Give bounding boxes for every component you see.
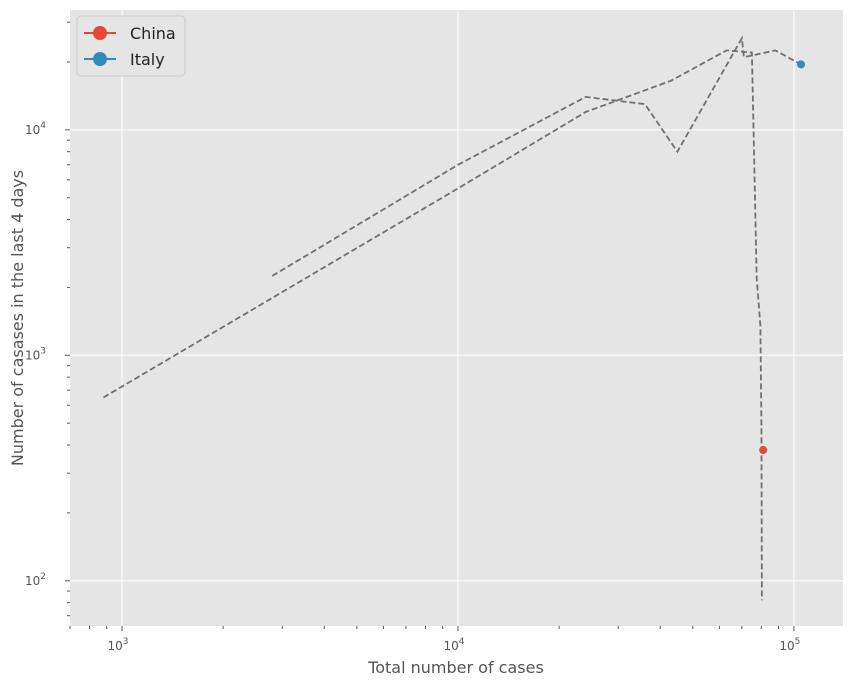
legend-china-label: China — [130, 24, 176, 43]
markers — [759, 60, 806, 455]
legend-china-marker — [93, 26, 107, 40]
china-marker — [759, 446, 768, 455]
legend-italy-label: Italy — [130, 50, 165, 69]
minor-ticks — [65, 21, 795, 631]
italy-trajectory-line — [271, 35, 802, 277]
x-axis-label: Total number of cases — [367, 658, 544, 677]
legend-italy-marker — [93, 52, 107, 66]
italy-marker — [797, 60, 806, 69]
grid — [70, 10, 843, 626]
x-tick-label: 103 — [108, 637, 129, 653]
plot-background — [70, 10, 843, 626]
x-tick-labels: 103 104 105 — [108, 637, 801, 653]
y-axis-label: Number of casases in the last 4 days — [8, 170, 27, 466]
y-tick-label: 102 — [25, 572, 46, 588]
x-tick-label: 105 — [779, 637, 800, 653]
china-trajectory-line — [102, 49, 763, 601]
trajectories — [102, 35, 802, 601]
y-tick-label: 104 — [25, 121, 46, 137]
legend: China Italy — [76, 15, 186, 77]
x-tick-label: 104 — [443, 637, 464, 653]
y-tick-labels: 102 103 104 — [25, 121, 46, 588]
y-tick-label: 103 — [25, 346, 46, 362]
